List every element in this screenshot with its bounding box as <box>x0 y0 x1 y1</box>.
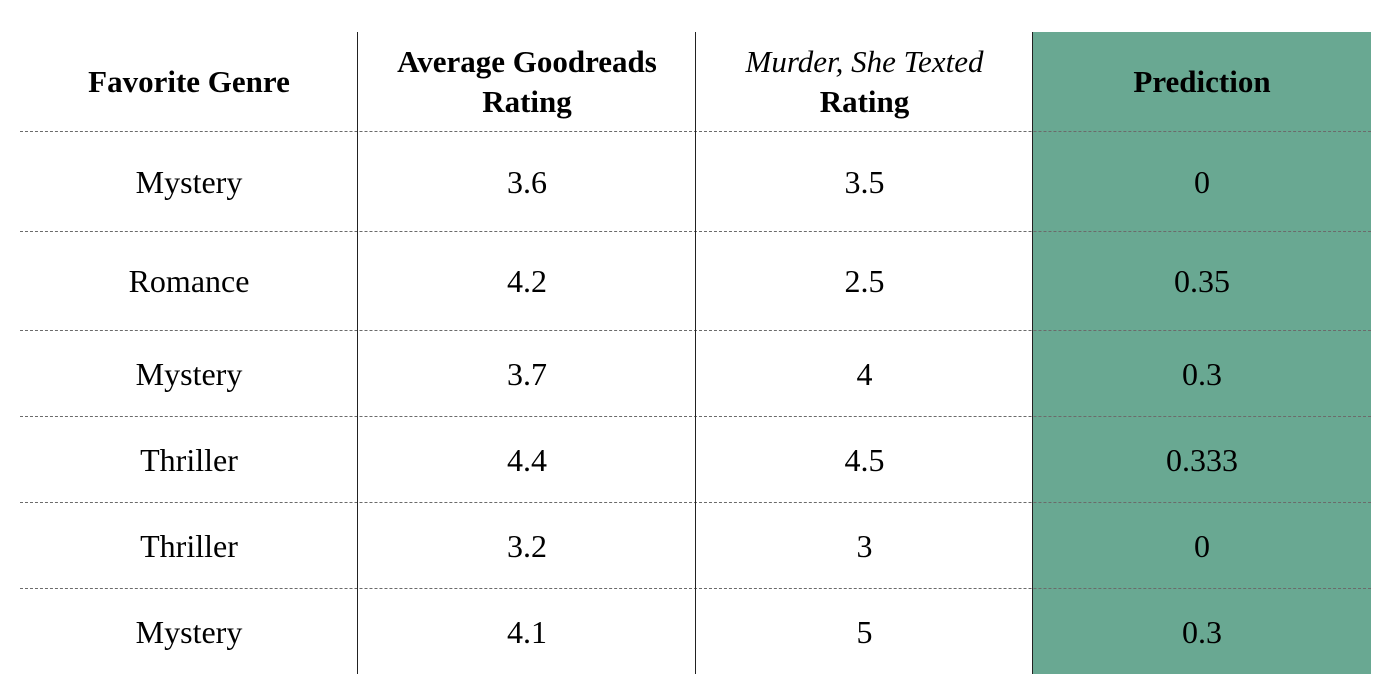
cell-favorite-genre: Thriller <box>140 527 238 564</box>
cell-murder-she-texted-rating: 2.5 <box>844 263 885 299</box>
header-average-goodreads-rating: Average Goodreads Rating <box>397 43 657 119</box>
cell-average-goodreads-rating: 4.4 <box>507 441 547 478</box>
column-divider <box>357 32 358 674</box>
header-favorite-genre: Favorite Genre <box>88 63 290 99</box>
cell-prediction: 0.3 <box>1182 355 1222 392</box>
cell-murder-she-texted-rating: 4 <box>856 355 873 392</box>
cell-average-goodreads-rating: 4.2 <box>507 263 547 299</box>
cell-average-goodreads-rating: 3.7 <box>507 355 547 392</box>
cell-favorite-genre: Thriller <box>140 441 238 478</box>
cell-prediction: 0.333 <box>1166 441 1238 478</box>
cell-favorite-genre: Mystery <box>135 613 243 650</box>
cell-average-goodreads-rating: 3.6 <box>507 163 547 200</box>
cell-murder-she-texted-rating: 3.5 <box>844 163 885 200</box>
cell-favorite-genre: Romance <box>128 263 250 299</box>
header-prediction: Prediction <box>1133 63 1271 99</box>
cell-murder-she-texted-rating: 3 <box>856 527 873 564</box>
column-divider <box>1032 32 1033 674</box>
cell-prediction: 0 <box>1194 527 1210 564</box>
cell-favorite-genre: Mystery <box>135 355 243 392</box>
cell-average-goodreads-rating: 4.1 <box>507 613 547 650</box>
prediction-column-highlight <box>1033 32 1371 674</box>
table-header-row: Favorite Genre Average Goodreads Rating … <box>20 32 1371 131</box>
cell-favorite-genre: Mystery <box>135 163 243 200</box>
cell-murder-she-texted-rating: 5 <box>856 613 873 650</box>
ratings-table: Favorite Genre Average Goodreads Rating … <box>20 32 1371 674</box>
cell-murder-she-texted-rating: 4.5 <box>844 441 885 478</box>
cell-prediction: 0 <box>1194 163 1210 200</box>
cell-prediction: 0.3 <box>1182 613 1222 650</box>
header-murder-she-texted-rating: Murder, She Texted Rating <box>745 43 984 119</box>
cell-average-goodreads-rating: 3.2 <box>507 527 547 564</box>
cell-prediction: 0.35 <box>1174 263 1230 299</box>
column-divider <box>695 32 696 674</box>
